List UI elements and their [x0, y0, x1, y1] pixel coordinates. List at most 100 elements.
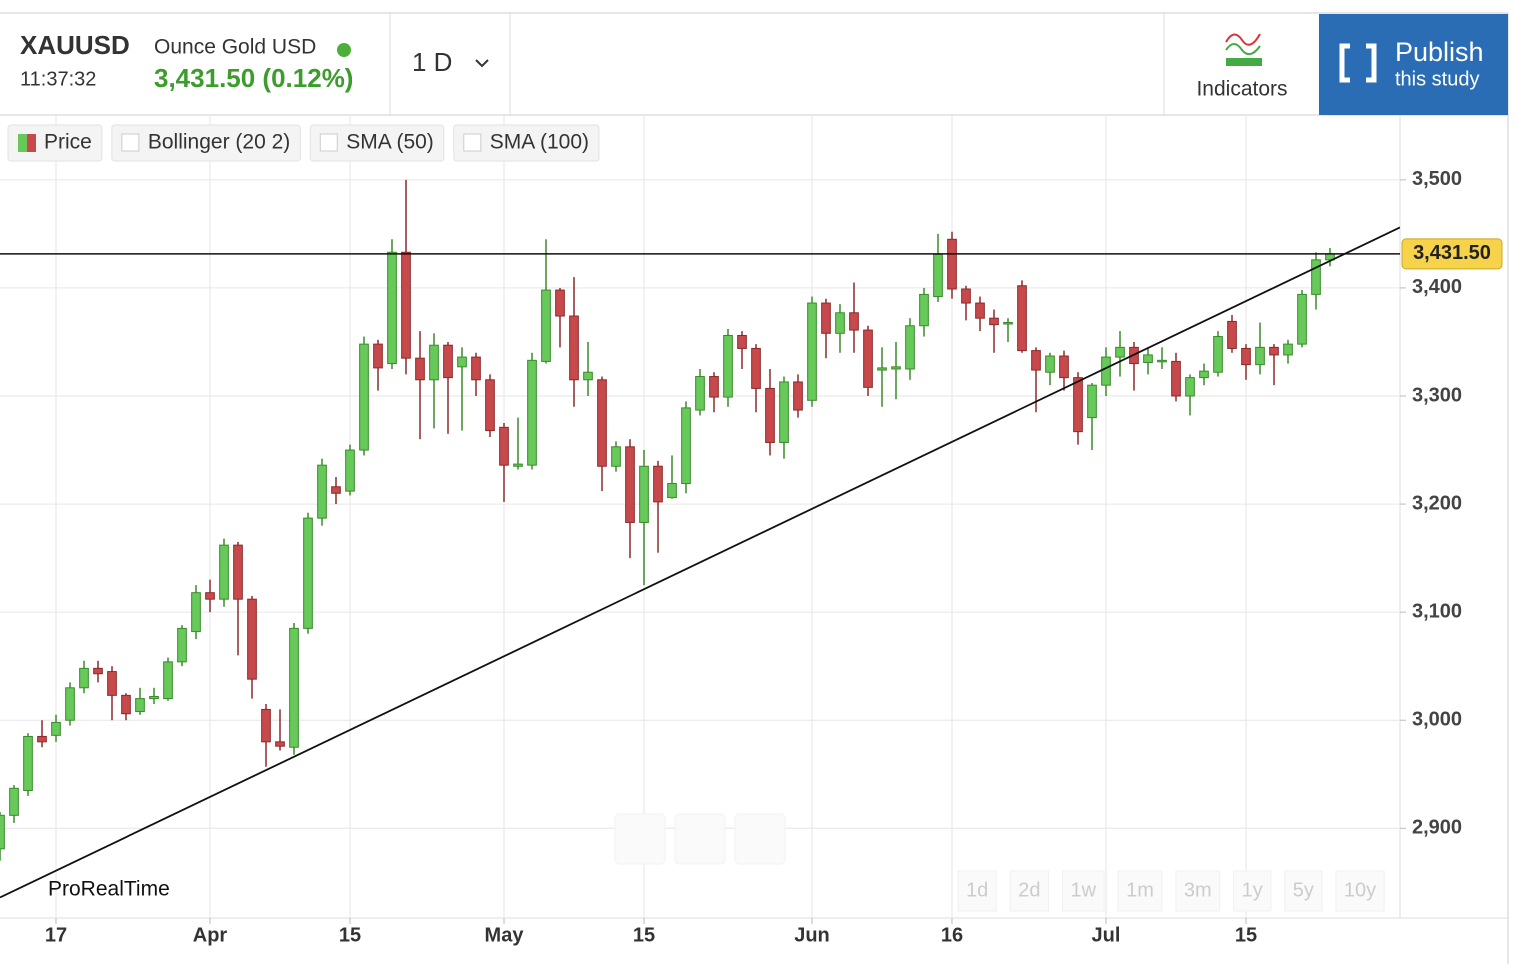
legend-bg[interactable]	[111, 124, 301, 162]
indicators-label[interactable]: Indicators	[1196, 78, 1287, 101]
legend-item[interactable]: SMA (50)	[309, 124, 445, 162]
publish-label[interactable]: Publish	[1395, 37, 1484, 67]
candle-body	[989, 317, 999, 326]
candle-body	[709, 376, 719, 398]
candle-body	[975, 302, 985, 319]
range-bg[interactable]	[957, 870, 997, 912]
candle-body	[1003, 322, 1013, 325]
candle-body	[681, 407, 691, 485]
status-dot	[337, 43, 351, 57]
candle-body	[485, 379, 495, 432]
candle-body	[65, 687, 75, 721]
legend-item[interactable]: Price	[7, 124, 103, 162]
candle-body	[429, 344, 439, 381]
range-label[interactable]: 5y	[1293, 879, 1314, 901]
candle-body	[1157, 359, 1167, 363]
range-label[interactable]: 3m	[1184, 879, 1212, 901]
x-tick-label: 16	[941, 924, 963, 946]
candle-body	[163, 661, 173, 700]
range-button[interactable]: 10y	[1335, 870, 1385, 912]
legend-label[interactable]: SMA (100)	[490, 131, 589, 154]
range-label[interactable]: 1w	[1071, 879, 1097, 901]
candle-body	[793, 381, 803, 411]
candle-body	[1073, 377, 1083, 433]
legend-item[interactable]: Bollinger (20 2)	[111, 124, 301, 162]
zoom-button[interactable]	[614, 813, 666, 865]
x-tick-label: 15	[633, 924, 655, 946]
symbol: XAUUSD	[20, 30, 130, 60]
candle-body	[23, 735, 33, 791]
range-label[interactable]: 1d	[966, 879, 988, 901]
candle-body	[261, 708, 271, 743]
publish-bg[interactable]	[1319, 14, 1508, 115]
candle-body	[289, 627, 299, 748]
range-bg[interactable]	[1175, 870, 1221, 912]
publish-button[interactable]: Publish this study	[1319, 14, 1508, 115]
legend-bg[interactable]	[453, 124, 600, 162]
candle-body	[1045, 355, 1055, 373]
range-bg[interactable]	[1009, 870, 1049, 912]
candle-body	[373, 343, 383, 369]
legend-label[interactable]: SMA (50)	[346, 131, 434, 154]
range-bg[interactable]	[1062, 870, 1105, 912]
indicators-button[interactable]: Indicators	[1196, 33, 1288, 101]
candle-body	[947, 238, 957, 290]
candle-body	[1115, 346, 1125, 358]
legend-item[interactable]: SMA (100)	[453, 124, 600, 162]
zoom-button[interactable]	[674, 813, 726, 865]
interval-select[interactable]: 1 D	[412, 47, 489, 77]
candle-body	[807, 302, 817, 401]
icon	[1225, 43, 1261, 56]
range-bg[interactable]	[1117, 870, 1163, 912]
legend-label[interactable]: Bollinger (20 2)	[148, 131, 290, 154]
range-button[interactable]: 1m	[1117, 870, 1163, 912]
candle-body	[303, 517, 313, 629]
candle-body	[345, 449, 355, 492]
range-label[interactable]: 2d	[1018, 879, 1040, 901]
x-tick-label: 15	[1235, 924, 1257, 946]
range-button[interactable]: 1d	[957, 870, 997, 912]
candle-body	[597, 379, 607, 467]
candle-body	[9, 787, 19, 816]
range-label[interactable]: 1m	[1126, 879, 1154, 901]
x-tick-label: Jun	[794, 924, 830, 946]
y-tick-label: 3,100	[1412, 600, 1462, 622]
candle-body	[1199, 370, 1209, 379]
candle-body	[653, 465, 663, 503]
instrument-name: Ounce Gold USD	[154, 36, 316, 59]
x-tick-label: 17	[45, 924, 67, 946]
candle-body	[415, 357, 425, 381]
candle-body	[107, 671, 117, 696]
range-bg[interactable]	[1233, 870, 1272, 912]
legend-label[interactable]: Price	[44, 131, 92, 154]
candle-body	[93, 667, 103, 675]
range-bg[interactable]	[1335, 870, 1385, 912]
interval[interactable]: 1 D	[412, 47, 452, 77]
publish-sub[interactable]: this study	[1395, 68, 1479, 90]
range-label[interactable]: 1y	[1242, 879, 1263, 901]
candle-body	[527, 359, 537, 466]
range-button[interactable]: 1w	[1062, 870, 1105, 912]
candle-body	[779, 381, 789, 443]
candle-body	[37, 735, 47, 743]
candle-body	[135, 698, 145, 713]
y-tick-label: 3,500	[1412, 168, 1462, 190]
candle-body	[387, 251, 397, 365]
candle-body	[191, 592, 201, 633]
range-button[interactable]: 2d	[1009, 870, 1049, 912]
candle-body	[513, 463, 523, 467]
candle-body	[723, 334, 733, 398]
range-button[interactable]: 5y	[1284, 870, 1323, 912]
candle-body	[625, 446, 635, 523]
candle-body	[317, 464, 327, 519]
candle-body	[639, 465, 649, 523]
range-bg[interactable]	[1284, 870, 1323, 912]
zoom-button[interactable]	[734, 813, 786, 865]
candle-body	[541, 289, 551, 362]
range-button[interactable]: 3m	[1175, 870, 1221, 912]
range-label[interactable]: 10y	[1344, 879, 1376, 901]
y-tick-label: 3,000	[1412, 709, 1462, 731]
legend-bg[interactable]	[309, 124, 445, 162]
x-tick-label: Jul	[1092, 924, 1121, 946]
range-button[interactable]: 1y	[1233, 870, 1272, 912]
